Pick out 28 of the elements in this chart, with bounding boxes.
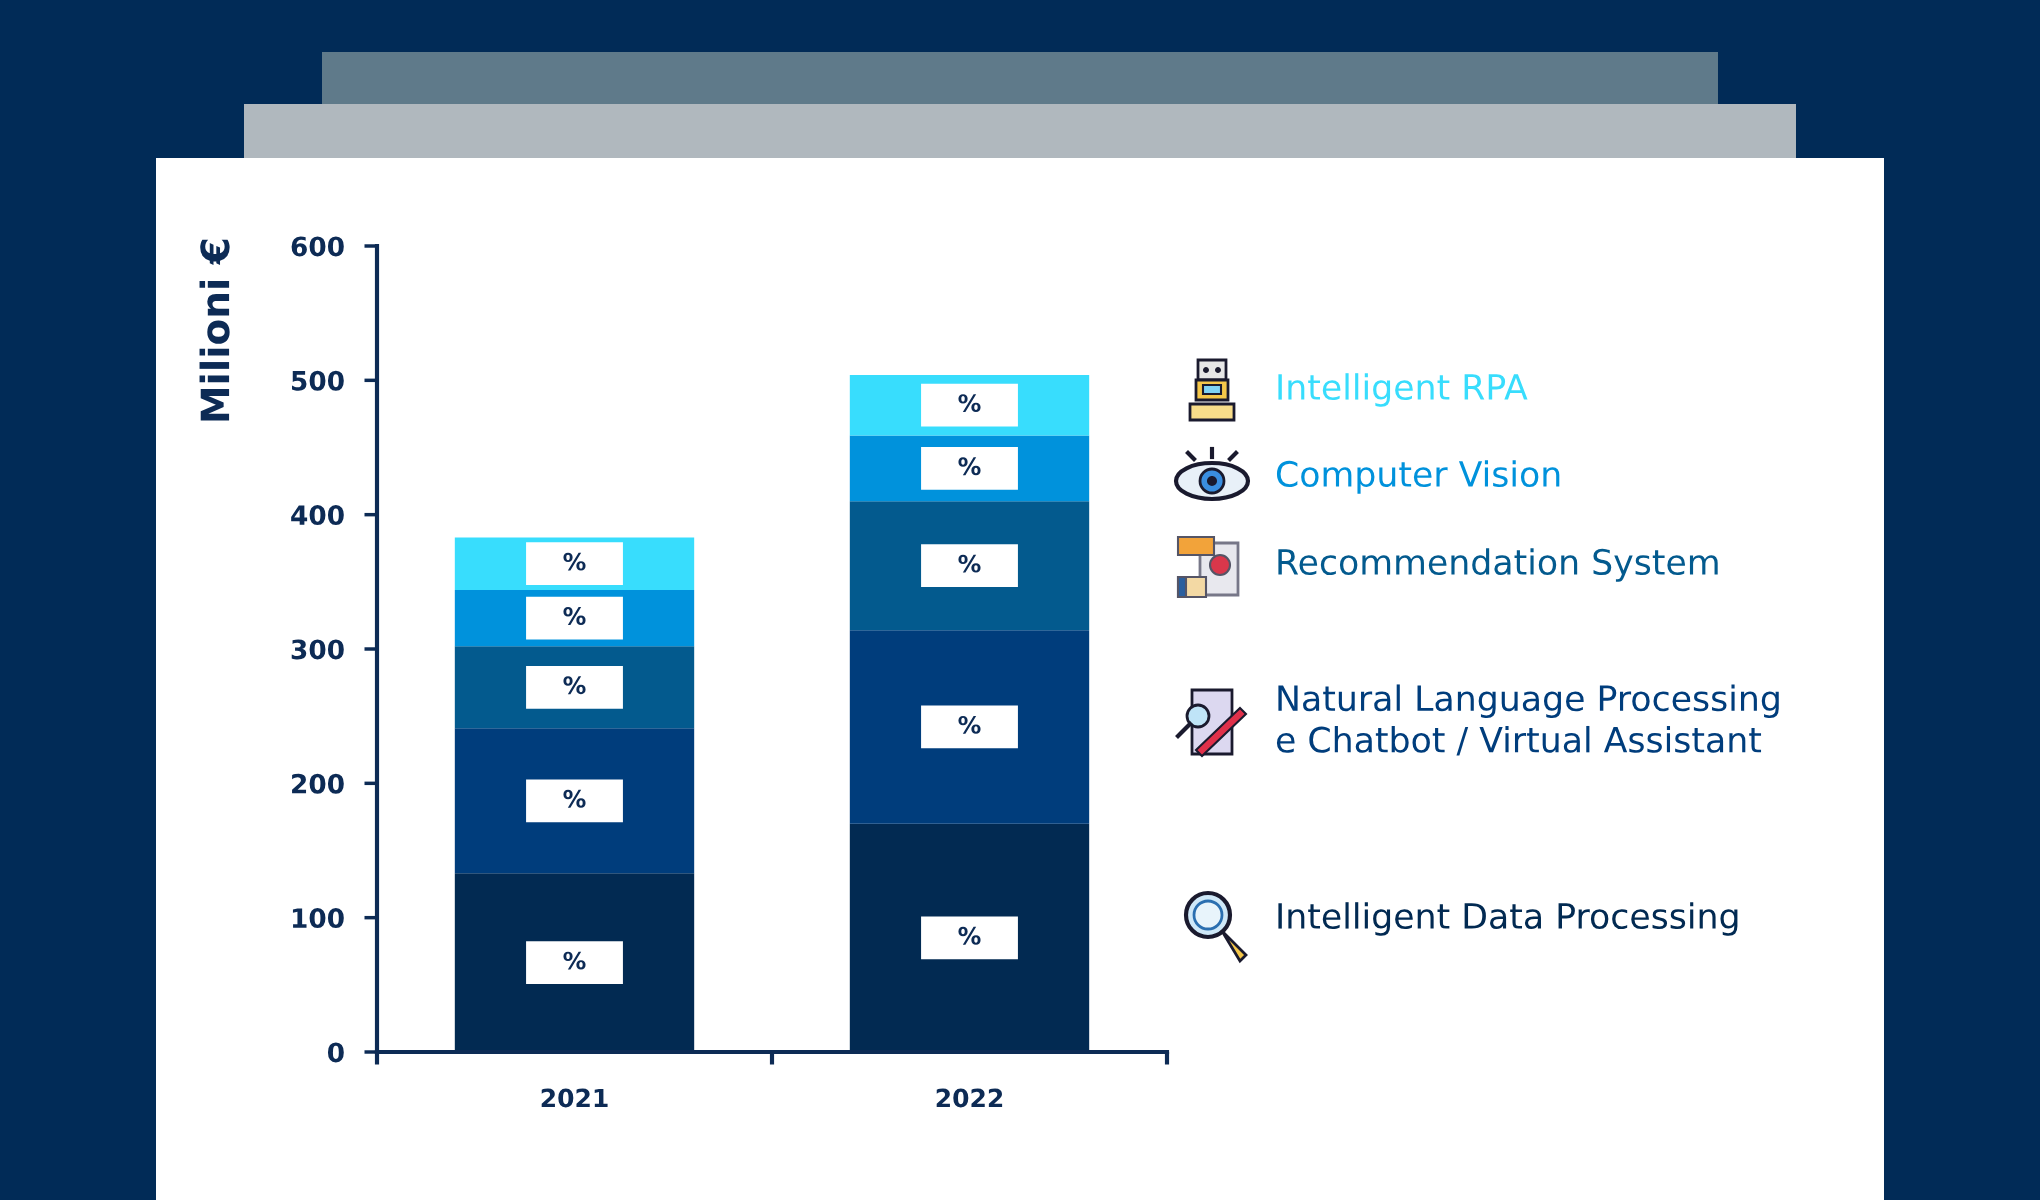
y-tick-label: 0 [327, 1042, 344, 1063]
y-tick-label: 100 [292, 908, 344, 929]
text: Computer Vision [1276, 460, 1560, 494]
text: Recommendation System [1278, 548, 1718, 582]
y-tick-label: 600 [291, 236, 344, 257]
bar [849, 630, 1090, 824]
data-label: % [958, 457, 981, 476]
data-label: % [563, 607, 586, 625]
x-tick-label: 2022 [936, 1088, 1003, 1108]
bar [454, 728, 695, 874]
text: Intelligent RPA [1278, 373, 1528, 407]
y-tick-label: 500 [292, 370, 344, 391]
data-label: % [958, 926, 981, 945]
data-label: % [958, 715, 981, 734]
text: Intelligent Data Processing [1278, 902, 1738, 936]
data-label: % [563, 552, 586, 571]
y-tick-label: 200 [292, 773, 344, 794]
y-axis-title: Milioni € [199, 239, 230, 421]
data-label: % [958, 554, 981, 573]
x-tick-label: 2021 [541, 1088, 608, 1108]
y-tick-label: 400 [291, 505, 344, 526]
bar [849, 501, 1090, 631]
text: Natural Language Processing e Chatbot / Virtual Assistant [1276, 684, 1779, 756]
data-label: % [563, 951, 586, 970]
y-tick-label: 300 [291, 639, 344, 660]
data-label: % [958, 394, 981, 413]
data-label: % [563, 789, 586, 808]
data-label: % [563, 676, 586, 695]
